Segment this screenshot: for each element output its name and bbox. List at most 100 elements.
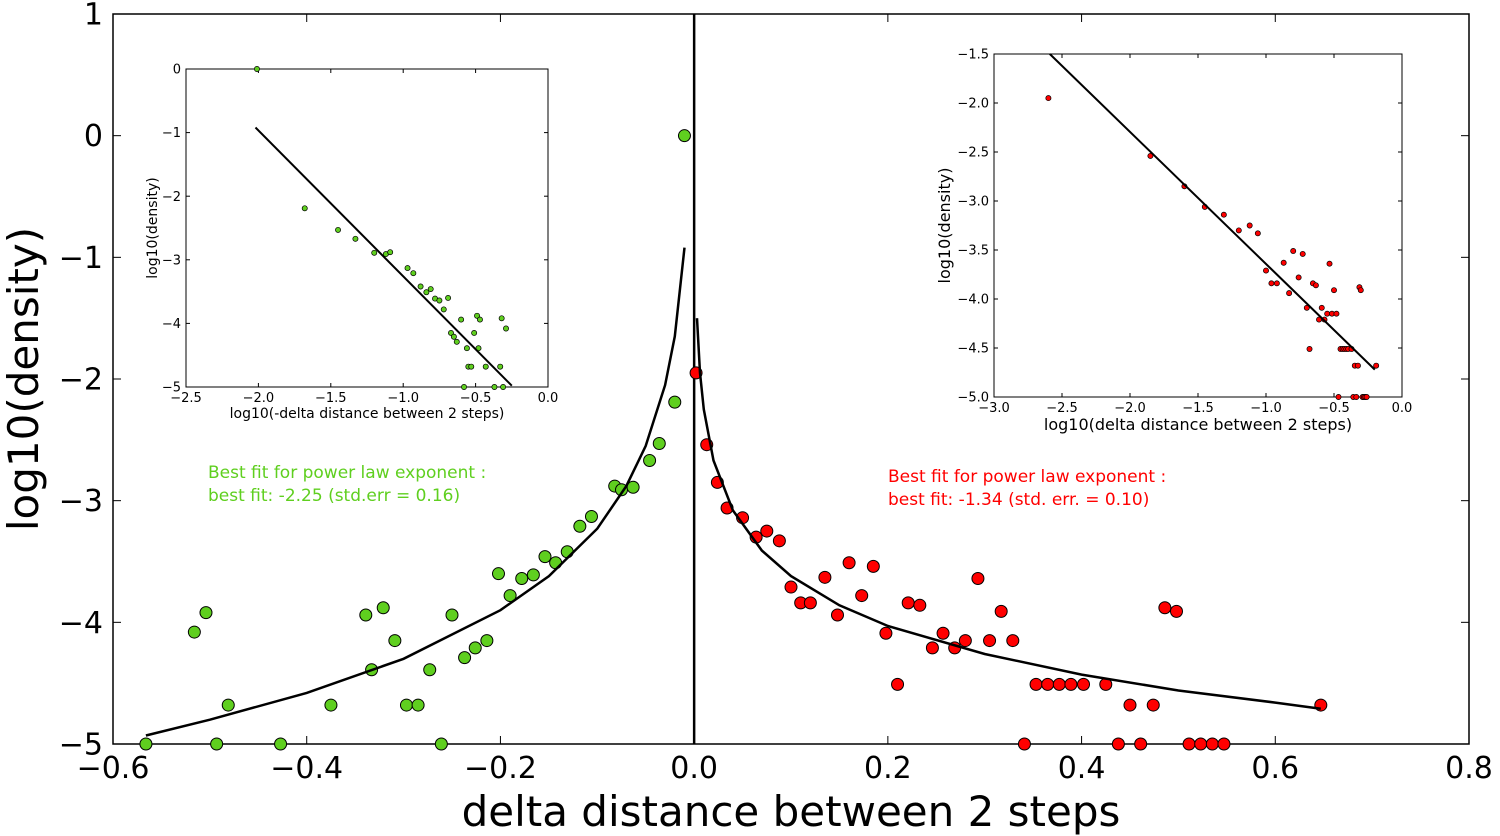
data-point	[458, 316, 465, 323]
y-tick-label: −5.0	[957, 391, 989, 406]
data-point	[1246, 222, 1253, 229]
y-tick-label: 1	[84, 0, 103, 33]
fit-annotation: best fit: -1.34 (std. err. = 0.10)	[888, 490, 1149, 510]
data-point	[913, 598, 927, 612]
data-point	[1158, 601, 1172, 615]
data-point	[221, 698, 235, 712]
x-tick-label: 0.4	[1058, 751, 1106, 786]
x-axis-label: log10(delta distance between 2 steps)	[1044, 415, 1352, 434]
x-tick-label: −0.2	[464, 751, 537, 786]
data-point	[199, 606, 213, 620]
data-point	[458, 651, 472, 665]
x-tick-label: 0.0	[670, 751, 718, 786]
data-point	[423, 663, 437, 677]
data-point	[436, 297, 443, 304]
data-point	[901, 596, 915, 610]
plot-area	[139, 14, 1328, 751]
data-point	[461, 384, 467, 390]
y-tick-label: −4	[59, 606, 103, 641]
data-point	[445, 295, 452, 301]
data-point	[983, 634, 997, 648]
data-point	[371, 249, 378, 256]
data-point	[958, 634, 972, 648]
y-tick-label: −4	[162, 317, 181, 332]
data-point	[1205, 737, 1219, 751]
x-tick-label: −1.5	[315, 391, 347, 406]
y-tick-label: −3	[59, 484, 103, 519]
data-point	[1017, 737, 1031, 751]
data-point	[497, 363, 504, 370]
data-point	[1333, 310, 1340, 317]
data-point	[468, 363, 475, 370]
fit-line	[145, 247, 686, 737]
y-tick-label: −3	[162, 253, 181, 268]
data-point	[830, 608, 844, 622]
data-point	[399, 698, 413, 712]
data-point	[1357, 287, 1364, 294]
data-point	[1273, 280, 1280, 287]
data-point	[388, 634, 402, 648]
data-point	[573, 519, 587, 533]
data-point	[891, 677, 905, 691]
data-point	[1041, 677, 1055, 691]
plot-area	[254, 66, 513, 390]
data-point	[1111, 737, 1125, 751]
x-tick-label: −1.0	[387, 391, 419, 406]
x-tick-label: −3.0	[978, 401, 1010, 416]
data-point	[491, 384, 498, 390]
data-point	[411, 698, 425, 712]
fit-annotation: best fit: -2.25 (std.err = 0.16)	[208, 486, 460, 506]
data-point	[1280, 259, 1287, 266]
data-point	[1123, 698, 1137, 712]
data-point	[503, 589, 517, 603]
data-point	[1220, 211, 1227, 218]
x-tick-label: −0.5	[1318, 401, 1350, 416]
y-tick-label: −2.5	[957, 146, 989, 161]
data-point	[855, 589, 869, 603]
data-point	[1147, 152, 1154, 159]
data-point	[427, 286, 434, 293]
data-point	[301, 205, 308, 212]
data-point	[818, 570, 832, 584]
data-point	[254, 66, 260, 72]
data-point	[1194, 737, 1208, 751]
data-point	[1286, 290, 1293, 297]
x-tick-label: 0.0	[1392, 401, 1413, 416]
data-point	[139, 737, 153, 751]
data-point	[1353, 394, 1360, 400]
x-axis-label: log10(-delta distance between 2 steps)	[230, 406, 505, 422]
data-point	[434, 737, 448, 751]
fit-line	[1049, 53, 1376, 371]
data-point	[1306, 346, 1313, 352]
data-point	[450, 333, 457, 340]
data-point	[491, 567, 505, 581]
data-point	[1254, 230, 1261, 237]
data-point	[1029, 677, 1043, 691]
data-point	[925, 641, 939, 655]
x-tick-label: −2.5	[170, 391, 202, 406]
data-point	[626, 480, 640, 494]
data-point	[1182, 737, 1196, 751]
y-tick-label: −1	[59, 241, 103, 276]
y-tick-label: −4.0	[957, 293, 989, 308]
x-tick-label: −1.0	[1250, 401, 1282, 416]
data-point	[1268, 280, 1275, 287]
data-point	[1217, 737, 1231, 751]
y-axis-label: log10(density)	[0, 227, 48, 531]
data-point	[1064, 677, 1078, 691]
data-point	[1363, 394, 1370, 400]
left-inset-chart: −2.5 −2.0 −1.5 −1.0 −0.5 0.0 −5 −4 −3 −2 −1 0 log10(…	[145, 63, 558, 422]
data-point	[784, 580, 798, 594]
x-tick-label: −1.5	[1182, 401, 1214, 416]
y-tick-label: −2	[59, 363, 103, 398]
x-tick-label: −0.6	[77, 751, 150, 786]
data-point	[936, 626, 950, 640]
data-point	[1263, 267, 1269, 274]
y-tick-label: −5	[59, 728, 103, 763]
data-point	[1303, 304, 1310, 311]
x-tick-label: −2.0	[243, 391, 275, 406]
data-point	[1299, 250, 1306, 257]
data-point	[500, 384, 507, 390]
data-point	[498, 315, 505, 322]
data-point	[1169, 604, 1183, 618]
